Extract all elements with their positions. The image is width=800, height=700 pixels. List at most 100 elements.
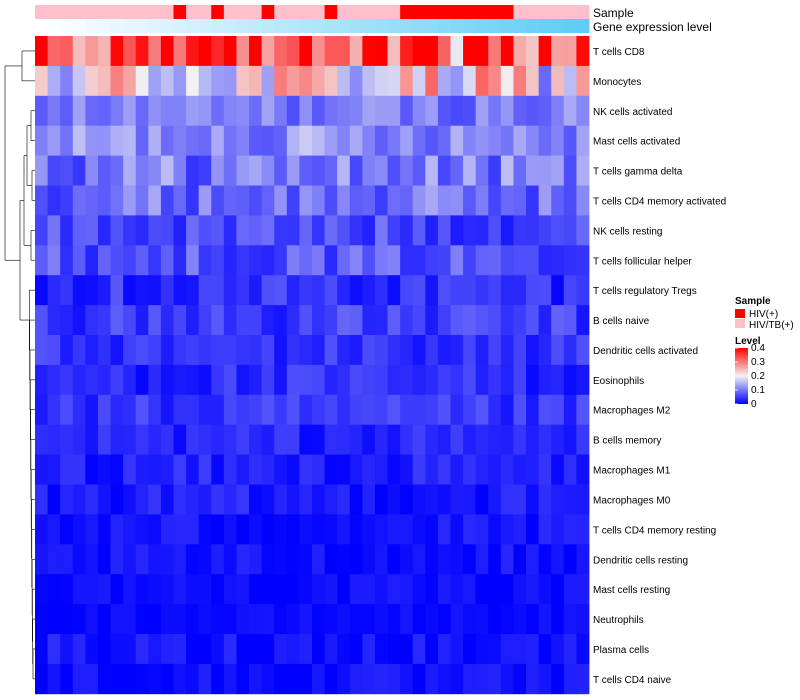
heatmap-cell xyxy=(135,185,149,216)
heatmap-cell xyxy=(186,215,200,246)
heatmap-cell xyxy=(400,185,414,216)
heatmap-cell xyxy=(425,454,439,485)
gene-expression-annotation-cell xyxy=(500,19,514,33)
heatmap-cell xyxy=(312,484,325,515)
heatmap-cell xyxy=(513,245,527,276)
heatmap-cell xyxy=(450,484,464,515)
heatmap-cell xyxy=(160,305,174,336)
heatmap-cell xyxy=(97,65,111,97)
heatmap-cell xyxy=(362,215,376,246)
heatmap-cell xyxy=(135,454,149,485)
heatmap-cell xyxy=(85,155,99,186)
heatmap-cell xyxy=(236,245,250,276)
heatmap-cell xyxy=(160,574,174,605)
heatmap-cell xyxy=(110,36,124,67)
heatmap-cell xyxy=(160,514,174,545)
heatmap-cell xyxy=(400,484,414,515)
heatmap-cell xyxy=(236,514,250,545)
heatmap-cell xyxy=(551,394,565,426)
heatmap-cell xyxy=(488,215,502,246)
heatmap-cell xyxy=(312,65,325,97)
heatmap-cell xyxy=(437,95,451,127)
heatmap-cell xyxy=(488,634,502,665)
heatmap-cell xyxy=(463,65,477,97)
heatmap-cell xyxy=(312,275,325,306)
heatmap-cell xyxy=(135,364,149,396)
heatmap-cell xyxy=(110,514,124,545)
heatmap-cell xyxy=(425,364,439,396)
heatmap-cell xyxy=(551,634,565,665)
gene-expression-annotation-cell xyxy=(110,19,124,33)
row-label: T cells CD4 memory resting xyxy=(593,525,716,536)
heatmap-cell xyxy=(400,305,414,336)
heatmap-cell xyxy=(412,95,426,127)
heatmap-cell xyxy=(211,185,225,216)
heatmap-cell xyxy=(249,454,263,485)
heatmap-cell xyxy=(400,215,414,246)
heatmap-cell xyxy=(261,65,275,97)
heatmap-cell xyxy=(211,604,225,635)
heatmap-cell xyxy=(500,424,514,455)
heatmap-cell xyxy=(148,364,162,396)
heatmap-cell xyxy=(576,364,590,396)
heatmap-cell xyxy=(223,155,237,186)
heatmap-cell xyxy=(249,663,263,695)
row-label: T cells regulatory Tregs xyxy=(593,286,697,297)
heatmap-cell xyxy=(274,36,288,67)
heatmap-cell xyxy=(563,275,577,306)
heatmap-cell xyxy=(576,514,590,545)
heatmap-cell xyxy=(475,36,489,67)
sample-annotation-cell xyxy=(97,5,112,19)
heatmap-cell xyxy=(312,335,325,366)
heatmap-cell xyxy=(110,544,124,575)
heatmap-cell xyxy=(286,245,300,276)
heatmap-cell xyxy=(211,125,225,156)
heatmap-cell xyxy=(349,185,363,216)
heatmap-cell xyxy=(488,305,502,336)
heatmap-cell xyxy=(236,364,250,396)
heatmap-cell xyxy=(324,245,338,276)
heatmap-cell xyxy=(563,185,577,216)
heatmap-cell xyxy=(374,95,388,127)
heatmap-cell xyxy=(400,514,414,545)
heatmap-cell xyxy=(173,125,187,156)
heatmap-cell xyxy=(412,65,426,97)
heatmap-cell xyxy=(450,185,464,216)
heatmap-cell xyxy=(35,574,48,605)
heatmap-cell xyxy=(186,394,200,426)
heatmap-cell xyxy=(223,484,237,515)
sample-annotation-cell xyxy=(261,5,275,19)
heatmap-cell xyxy=(374,275,388,306)
heatmap-cell xyxy=(400,663,414,695)
heatmap-cell xyxy=(47,394,61,426)
heatmap-cell xyxy=(85,424,99,455)
heatmap-cell xyxy=(374,185,388,216)
heatmap-cell xyxy=(148,215,162,246)
heatmap-cell xyxy=(72,544,86,575)
heatmap-cell xyxy=(236,305,250,336)
heatmap-cell xyxy=(173,663,187,695)
heatmap-cell xyxy=(274,634,288,665)
heatmap-cell xyxy=(412,424,426,455)
heatmap-cell xyxy=(110,394,124,426)
heatmap-cell xyxy=(286,634,300,665)
gene-expression-annotation-cell xyxy=(337,19,351,33)
heatmap-cell xyxy=(450,305,464,336)
heatmap-cell xyxy=(374,574,388,605)
heatmap-cell xyxy=(60,245,74,276)
heatmap-cell xyxy=(261,305,275,336)
heatmap-cell xyxy=(387,484,401,515)
heatmap-cell xyxy=(35,245,48,276)
heatmap-cell xyxy=(475,215,489,246)
heatmap-cell xyxy=(563,394,577,426)
heatmap-cell xyxy=(349,544,363,575)
heatmap-cell xyxy=(148,125,162,156)
heatmap-cell xyxy=(437,604,451,635)
heatmap-cell xyxy=(60,454,74,485)
heatmap-cell xyxy=(337,305,351,336)
heatmap-cell xyxy=(463,95,477,127)
heatmap-cell xyxy=(400,125,414,156)
heatmap-cell xyxy=(400,544,414,575)
heatmap-cell xyxy=(526,663,540,695)
heatmap-cell xyxy=(211,514,225,545)
